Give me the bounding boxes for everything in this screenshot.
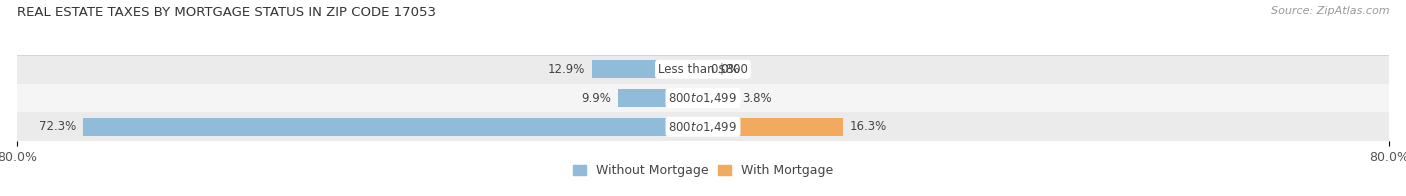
Bar (703, 118, 842, 136)
Text: 12.9%: 12.9% (548, 63, 585, 76)
Text: $800 to $1,499: $800 to $1,499 (668, 120, 738, 134)
Bar (17, 84, 1389, 112)
Bar (703, 89, 735, 107)
Text: 72.3%: 72.3% (39, 120, 76, 133)
Text: Source: ZipAtlas.com: Source: ZipAtlas.com (1271, 6, 1389, 16)
Text: REAL ESTATE TAXES BY MORTGAGE STATUS IN ZIP CODE 17053: REAL ESTATE TAXES BY MORTGAGE STATUS IN … (17, 6, 436, 19)
Bar (592, 60, 703, 78)
Bar (83, 118, 703, 136)
Legend: Without Mortgage, With Mortgage: Without Mortgage, With Mortgage (568, 159, 838, 182)
Bar (17, 112, 1389, 141)
Text: $800 to $1,499: $800 to $1,499 (668, 91, 738, 105)
Text: 0.0%: 0.0% (710, 63, 740, 76)
Bar (619, 89, 703, 107)
Text: 16.3%: 16.3% (849, 120, 887, 133)
Text: 3.8%: 3.8% (742, 92, 772, 104)
Bar (17, 55, 1389, 84)
Text: 9.9%: 9.9% (581, 92, 612, 104)
Text: Less than $800: Less than $800 (658, 63, 748, 76)
